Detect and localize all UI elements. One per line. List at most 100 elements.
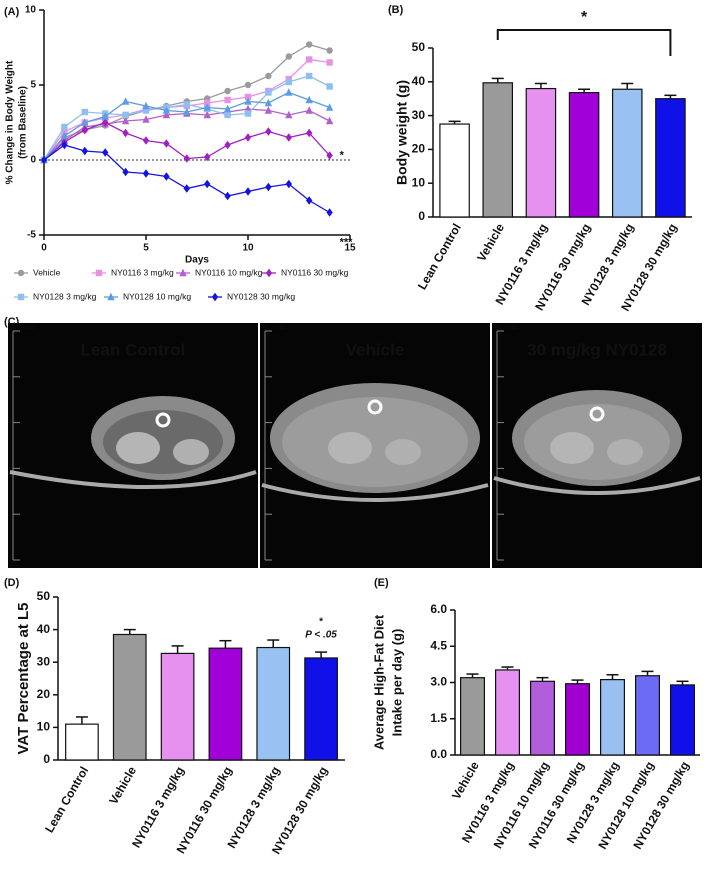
y-tick-label: 5 (30, 80, 36, 91)
legend-marker (17, 293, 25, 301)
marker (183, 184, 190, 193)
organ (173, 439, 209, 465)
marker (162, 110, 171, 119)
bar (495, 669, 521, 756)
marker (265, 89, 272, 96)
marker (121, 116, 130, 125)
marker (306, 72, 313, 80)
organ (328, 432, 372, 464)
panel-label: (E) (374, 577, 389, 589)
annotation: * (340, 149, 345, 161)
marker (122, 167, 129, 177)
bar (482, 82, 514, 218)
bar (634, 675, 660, 756)
x-tick-label: NY0116 3 mg/kg (129, 764, 187, 850)
marker (306, 196, 313, 205)
marker (326, 151, 333, 160)
legend-marker (179, 268, 187, 277)
body-interior (524, 404, 670, 480)
marker (244, 81, 252, 89)
y-tick-label: 50 (37, 589, 51, 603)
scale-label: 50.0 mm (263, 326, 286, 332)
marker (81, 118, 89, 126)
spine (589, 406, 605, 422)
y-tick-label: 30 (412, 108, 426, 122)
legend-marker (17, 269, 25, 277)
ct-image: 50.0 mm 0 Vehicle (260, 323, 490, 568)
bar (439, 123, 470, 218)
scale-label: 50.0 mm (495, 326, 518, 332)
marker (244, 133, 252, 142)
marker (162, 106, 171, 114)
spine (155, 412, 171, 428)
marker (264, 98, 273, 107)
marker (224, 96, 231, 104)
y-tick-label: 0.0 (430, 747, 447, 761)
bar (256, 646, 291, 761)
y-tick-label: 4.5 (430, 638, 447, 652)
legend-label: Vehicle (33, 267, 61, 277)
legend-label: NY0128 3 mg/kg (33, 291, 97, 301)
x-tick-label: NY0128 3 mg/kg (224, 764, 282, 851)
marker (61, 128, 68, 135)
marker (121, 97, 130, 105)
bar (65, 723, 99, 761)
marker (265, 127, 272, 136)
ct-image: 50.0 mm 0 30 mg/kg NY0128 (492, 323, 702, 568)
y-axis-label: Average High-Fat Diet (371, 614, 386, 750)
bar (529, 680, 555, 756)
organ (385, 439, 421, 465)
y-tick-label: 20 (37, 687, 51, 701)
legend-marker (265, 268, 273, 278)
marker (264, 106, 273, 114)
significance-bracket (496, 29, 672, 56)
legend-label: NY0128 30 mg/kg (227, 291, 295, 301)
x-tick-label: Lean Control (415, 221, 464, 292)
annotation: *** (340, 236, 354, 248)
legend-label: NY0116 10 mg/kg (195, 267, 263, 277)
marker (285, 53, 292, 60)
bar (304, 657, 338, 761)
marker (224, 87, 231, 95)
marker (204, 179, 211, 189)
marker (122, 128, 129, 138)
y-tick-label: 40 (37, 622, 51, 636)
bar (655, 98, 686, 218)
y-axis-label: Intake per day (g) (389, 629, 404, 737)
marker (142, 136, 150, 145)
marker (224, 111, 231, 119)
x-axis-label: Days (185, 255, 209, 266)
x-tick-label: Vehicle (106, 764, 139, 807)
marker (326, 83, 333, 90)
zero-label: 0 (263, 562, 267, 568)
body-interior (282, 397, 468, 487)
marker (306, 128, 313, 138)
zero-label: 0 (11, 562, 15, 568)
marker (81, 146, 88, 156)
marker (326, 59, 333, 66)
marker (102, 148, 109, 157)
annotation: P < .05 (305, 630, 337, 641)
marker (326, 208, 333, 217)
image-label: Lean Control (81, 340, 186, 359)
marker (326, 47, 333, 54)
annotation: * (319, 617, 323, 628)
marker (122, 111, 129, 119)
legend-label: NY0128 10 mg/kg (123, 291, 191, 301)
marker (305, 95, 313, 104)
marker (61, 140, 68, 150)
x-tick-label: Vehicle (449, 759, 482, 802)
marker (60, 131, 69, 140)
marker (61, 123, 68, 131)
x-tick-label: 5 (143, 243, 149, 254)
y-tick-label: 1.5 (430, 711, 447, 725)
bar (564, 683, 590, 756)
marker (204, 152, 211, 162)
marker (81, 108, 88, 116)
marker (244, 110, 252, 117)
marker (163, 172, 170, 181)
marker (183, 154, 190, 163)
marker (224, 191, 231, 201)
marker (265, 72, 272, 80)
marker (223, 104, 232, 113)
